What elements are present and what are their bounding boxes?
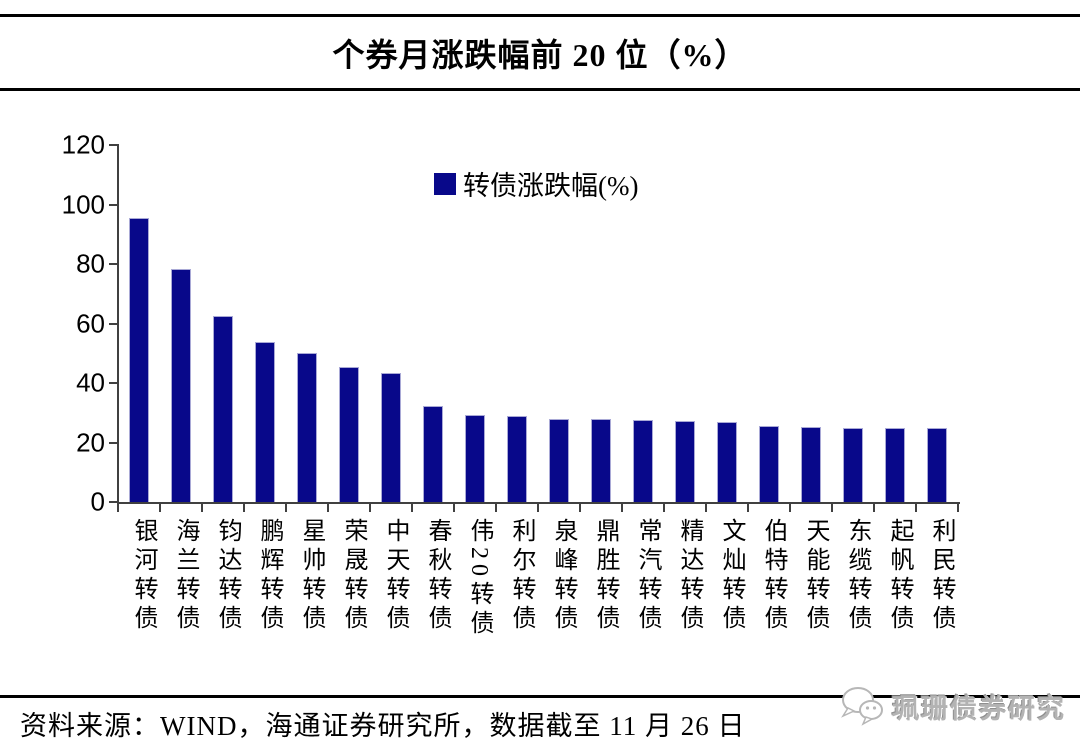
x-category-label: 荣晟转债 — [340, 518, 366, 634]
x-tick-mark — [621, 504, 623, 512]
y-tick-mark — [109, 441, 118, 444]
x-category-label: 泉峰转债 — [550, 518, 576, 634]
bar — [339, 366, 359, 502]
x-tick-mark — [201, 504, 203, 512]
bar-chart: 转债涨跌幅(%) 0 20 40 60 80 100 120 银河转债 海兰转债 钧达转债 鹏辉转… — [61, 129, 960, 639]
y-tick-label: 20 — [76, 427, 105, 457]
y-tick-label: 120 — [61, 129, 105, 160]
bar — [717, 421, 737, 502]
y-tick-label: 60 — [76, 308, 105, 338]
legend-swatch-icon — [434, 172, 456, 195]
bar — [843, 427, 863, 502]
x-category-label: 海兰转债 — [172, 518, 198, 634]
x-category-label: 鼎胜转债 — [592, 518, 618, 634]
x-axis-line — [117, 502, 960, 504]
x-tick-mark — [327, 504, 329, 512]
x-tick-mark — [873, 504, 875, 512]
bar — [465, 414, 485, 502]
x-category-label: 利尔转债 — [508, 518, 534, 634]
bar — [549, 418, 569, 502]
x-category-label: 天能转债 — [802, 518, 828, 634]
y-tick-mark — [109, 203, 118, 206]
x-tick-mark — [957, 504, 959, 512]
x-tick-mark — [915, 504, 917, 512]
x-tick-mark — [663, 504, 665, 512]
bar — [591, 418, 611, 502]
x-tick-mark — [537, 504, 539, 512]
x-category-label: 伟20转债 — [466, 518, 492, 639]
bar — [885, 427, 905, 502]
y-tick-label: 80 — [76, 248, 105, 279]
bar — [633, 420, 653, 502]
source-note: 资料来源：WIND，海通证券研究所，数据截至 11 月 26 日 — [20, 711, 746, 741]
x-tick-mark — [369, 504, 371, 512]
x-tick-mark — [747, 504, 749, 512]
x-tick-mark — [117, 504, 119, 512]
x-tick-mark — [285, 504, 287, 512]
y-tick-label: 100 — [61, 189, 105, 219]
bar — [381, 373, 401, 502]
x-category-label: 钧达转债 — [214, 518, 240, 634]
x-tick-mark — [705, 504, 707, 512]
bar — [297, 353, 317, 502]
x-category-label: 银河转债 — [130, 518, 156, 634]
title-divider — [0, 88, 1080, 91]
wechat-chat-bubbles-icon — [841, 687, 883, 726]
bar — [675, 421, 695, 502]
top-divider — [0, 14, 1080, 17]
x-category-label: 春秋转债 — [424, 518, 450, 634]
x-tick-mark — [789, 504, 791, 512]
x-category-label: 精达转债 — [676, 518, 702, 634]
bar — [507, 415, 527, 502]
bar — [759, 425, 779, 502]
x-category-label: 鹏辉转债 — [256, 518, 282, 634]
x-category-label: 常汽转债 — [634, 518, 660, 634]
x-tick-mark — [411, 504, 413, 512]
x-tick-mark — [579, 504, 581, 512]
chart-title: 个券月涨跌幅前 20 位（%） — [332, 37, 748, 73]
y-tick-label: 0 — [90, 486, 105, 517]
y-tick-mark — [109, 144, 118, 146]
x-category-label: 中天转债 — [382, 518, 408, 634]
bar — [801, 427, 821, 502]
bar — [171, 269, 191, 502]
x-tick-mark — [495, 504, 497, 512]
x-category-label: 起帆转债 — [886, 518, 912, 634]
bar — [129, 217, 149, 502]
bar — [255, 341, 275, 502]
x-category-label: 伯特转债 — [760, 518, 786, 634]
y-tick-mark — [109, 501, 118, 503]
bar — [927, 428, 947, 502]
chart-legend: 转债涨跌幅(%) — [434, 164, 638, 203]
watermark-text: 珮珊债券研究 — [892, 693, 1066, 724]
x-tick-mark — [453, 504, 455, 512]
bar — [423, 406, 443, 502]
bar — [213, 316, 233, 502]
x-tick-mark — [243, 504, 245, 512]
x-tick-mark — [831, 504, 833, 512]
x-tick-mark — [159, 504, 161, 512]
y-axis-line — [117, 144, 119, 504]
y-tick-label: 40 — [76, 367, 105, 398]
x-category-label: 东缆转债 — [844, 518, 870, 634]
bottom-divider — [0, 695, 1080, 698]
legend-label: 转债涨跌幅(%) — [463, 171, 639, 201]
y-tick-mark — [109, 322, 118, 325]
x-category-label: 利民转债 — [928, 518, 954, 634]
watermark: 珮珊债券研究 — [840, 686, 1066, 726]
x-category-label: 文灿转债 — [718, 518, 744, 634]
y-tick-mark — [109, 382, 118, 384]
y-tick-mark — [109, 263, 118, 265]
x-category-label: 星帅转债 — [298, 518, 324, 634]
